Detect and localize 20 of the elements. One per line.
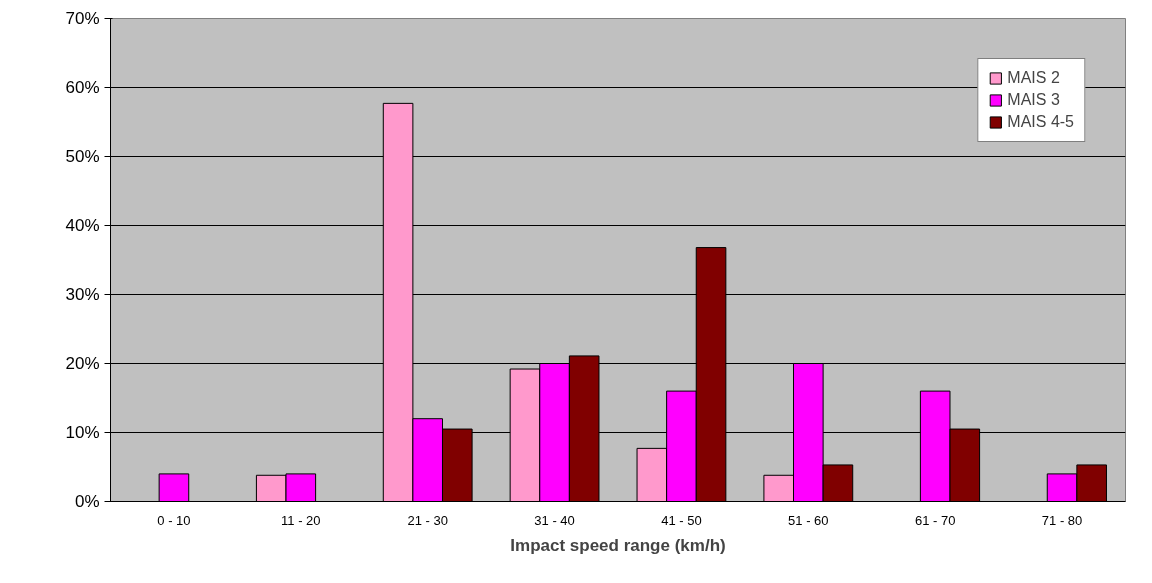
legend-label: MAIS 3 bbox=[1007, 91, 1060, 109]
y-tick-label: 30% bbox=[65, 285, 100, 304]
x-tick-label: 41 - 50 bbox=[661, 512, 702, 528]
x-tick-label: 11 - 20 bbox=[281, 512, 321, 528]
x-tick-label: 61 - 70 bbox=[914, 512, 956, 528]
x-tick-label: 0 - 10 bbox=[157, 512, 191, 528]
y-tick-label: 20% bbox=[65, 354, 100, 373]
x-tick-label: 71 - 80 bbox=[1041, 512, 1083, 528]
x-tick-label: 31 - 40 bbox=[534, 512, 575, 528]
y-tick-label: 0% bbox=[74, 492, 100, 511]
x-axis-title: Impact speed range (km/h) bbox=[510, 535, 726, 555]
legend-label: MAIS 4-5 bbox=[1007, 113, 1074, 131]
y-tick-label: 50% bbox=[65, 147, 100, 166]
y-tick-label: 10% bbox=[65, 423, 100, 442]
y-tick-label: 70% bbox=[65, 9, 100, 28]
y-tick-label: 60% bbox=[65, 78, 100, 97]
x-tick-label: 21 - 30 bbox=[407, 512, 448, 528]
legend-label: MAIS 2 bbox=[1007, 69, 1060, 87]
x-tick-label: 51 - 60 bbox=[788, 512, 829, 528]
y-tick-label: 40% bbox=[65, 216, 100, 235]
